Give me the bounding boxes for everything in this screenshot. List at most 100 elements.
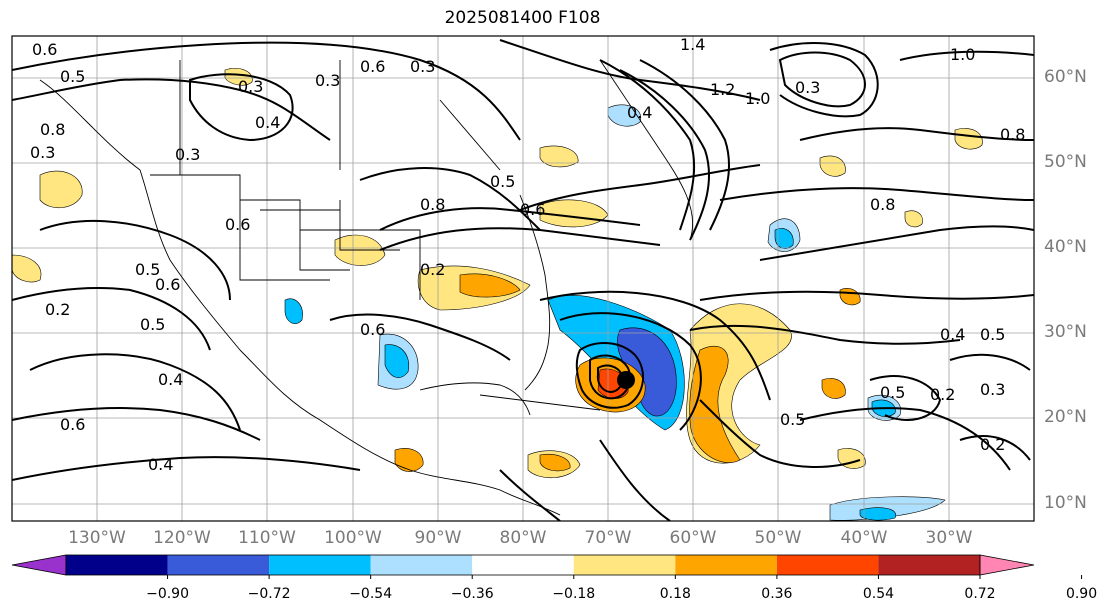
colorbar-tick-label: 0.36 xyxy=(761,586,793,602)
lat-label-10n: 10°N xyxy=(1044,493,1087,513)
coastlines xyxy=(39,59,694,516)
colorbar-tick-label: 0.90 xyxy=(1065,586,1098,602)
contour-label: 0.8 xyxy=(870,195,895,214)
contour-label: 0.6 xyxy=(360,57,385,76)
lon-label-80w: 80°W xyxy=(499,528,547,548)
shaded-anomaly-fields xyxy=(12,68,983,521)
lon-label-120w: 120°W xyxy=(153,528,211,548)
yellow-anomaly-region-west xyxy=(224,68,253,86)
lon-label-50w: 50°W xyxy=(754,528,802,548)
yellow-anomaly-region-west-pac xyxy=(12,254,42,283)
yellow-anomaly-region-mexico xyxy=(394,448,424,472)
contour-label: 0.6 xyxy=(360,320,385,339)
colorbar-tick-label: −0.54 xyxy=(349,586,393,602)
colorbar-segment xyxy=(269,555,371,575)
colorbar-tick-label: −0.18 xyxy=(552,586,596,602)
lon-label-70w: 70°W xyxy=(584,528,632,548)
contour-label: 1.2 xyxy=(710,80,735,99)
contour-label: 0.2 xyxy=(980,435,1005,454)
contour-lines xyxy=(12,39,1034,521)
lon-label-60w: 60°W xyxy=(669,528,717,548)
colorbar-arrow-high xyxy=(979,554,1035,576)
colorbar-tick-label: −0.72 xyxy=(247,586,291,602)
contour-label: 0.4 xyxy=(148,455,173,474)
colorbar-segment xyxy=(675,555,777,575)
hurricane-center-marker xyxy=(617,371,635,389)
lon-label-30w: 30°W xyxy=(925,528,973,548)
cyan-anomaly-region-gulf xyxy=(384,344,410,378)
colorbar-tick-label: 0.72 xyxy=(964,586,996,602)
colorbar-outline xyxy=(65,554,981,576)
lon-label-40w: 40°W xyxy=(840,528,888,548)
contour-label: 0.5 xyxy=(490,172,515,191)
colorbar-segment xyxy=(878,555,980,575)
colorbar-segment xyxy=(776,555,879,575)
contour-label: 0.2 xyxy=(420,260,445,279)
colorbar-segment xyxy=(370,555,473,575)
contour-label: 0.5 xyxy=(880,383,905,402)
map-gridlines xyxy=(12,36,1034,521)
contour-label: 0.3 xyxy=(30,143,55,162)
contour-label: 0.6 xyxy=(155,275,180,294)
contour-label: 0.4 xyxy=(255,113,280,132)
cyan-anomaly-region-atlantic xyxy=(774,228,794,249)
orange-anomaly-region-atlantic xyxy=(689,345,741,463)
contour-label: 0.8 xyxy=(40,120,65,139)
colorbar-tick-label: 0.18 xyxy=(659,586,691,602)
contour-label: 0.5 xyxy=(140,315,165,334)
cyan-anomaly-region-west xyxy=(284,298,303,324)
contour-label: 0.3 xyxy=(795,78,820,97)
contour-label: 1.0 xyxy=(745,89,770,108)
contour-label: 0.5 xyxy=(60,67,85,86)
contour-label: 1.0 xyxy=(950,45,975,64)
colorbar-segment xyxy=(573,555,676,575)
yellow-anomaly-region-central xyxy=(819,155,846,177)
contour-label: 1.4 xyxy=(680,35,705,54)
contour-label: 0.3 xyxy=(980,380,1005,399)
plot-title: 2025081400 F108 xyxy=(444,8,601,28)
contour-label-layer: 0.60.50.30.40.30.60.31.41.2 1.00.41.00.80… xyxy=(30,35,1025,474)
orange-anomaly-region-caribbean xyxy=(539,453,571,472)
contour-label: 0.4 xyxy=(627,103,652,122)
contour-label: 0.8 xyxy=(1000,125,1025,144)
yellow-anomaly-region-nw xyxy=(39,170,83,208)
colorbar-tick-label: −0.36 xyxy=(450,586,494,602)
contour-label: 0.3 xyxy=(175,145,200,164)
contour-label: 0.4 xyxy=(940,325,965,344)
contour-label: 0.6 xyxy=(225,215,250,234)
contour-label: 0.8 xyxy=(420,195,445,214)
colorbar-segment xyxy=(167,555,270,575)
lon-label-130w: 130°W xyxy=(68,528,126,548)
colorbar-tick-label: 0.54 xyxy=(862,586,895,602)
lon-label-110w: 110°W xyxy=(238,528,296,548)
lat-label-40n: 40°N xyxy=(1044,237,1087,257)
colorbar-arrow-low xyxy=(11,554,67,576)
lon-label-100w: 100°W xyxy=(324,528,382,548)
contour-label: 0.6 xyxy=(520,200,545,219)
yellow-anomaly-region-atlantic-ne xyxy=(954,128,983,150)
colorbar-segment xyxy=(472,555,574,575)
lat-label-20n: 20°N xyxy=(1044,407,1087,427)
lon-label-90w: 90°W xyxy=(414,528,462,548)
contour-label: 0.6 xyxy=(32,40,57,59)
colorbar xyxy=(11,554,1083,579)
orange-anomaly-region-east2 xyxy=(821,378,846,399)
orange-anomaly-core-us xyxy=(459,273,521,298)
contour-label: 0.2 xyxy=(45,300,70,319)
lat-label-60n: 60°N xyxy=(1044,67,1087,87)
contour-label: 0.6 xyxy=(60,415,85,434)
contour-label: 0.5 xyxy=(980,325,1005,344)
contour-label: 0.3 xyxy=(238,77,263,96)
contour-label: 0.3 xyxy=(315,71,340,90)
map-frame xyxy=(11,35,1035,522)
lat-label-50n: 50°N xyxy=(1044,152,1087,172)
blue-anomaly-region-north xyxy=(607,104,642,127)
contour-label: 0.5 xyxy=(135,260,160,279)
colorbar-tick-label: −0.90 xyxy=(146,586,189,602)
colorbar-segment xyxy=(66,555,168,575)
contour-label: 0.5 xyxy=(780,410,805,429)
lat-label-30n: 30°N xyxy=(1044,322,1087,342)
cyan-anomaly-region-south xyxy=(859,507,897,521)
contour-label: 0.2 xyxy=(930,385,955,404)
